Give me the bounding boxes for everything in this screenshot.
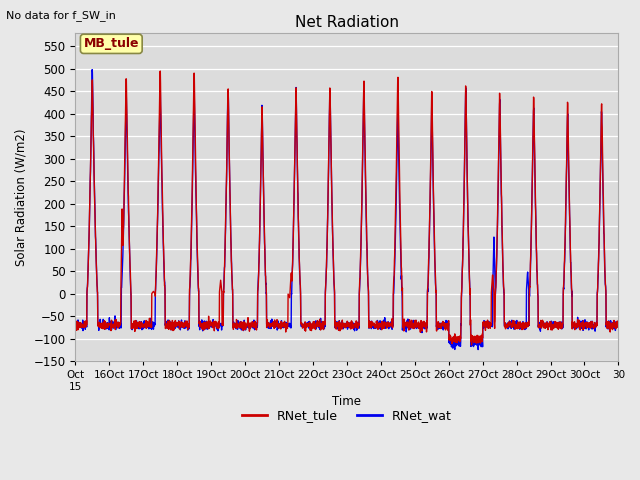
RNet_tule — [156, 68, 164, 74]
RNet_wat — [541, 322, 549, 327]
Legend: RNet_tule, RNet_wat: RNet_tule, RNet_wat — [237, 404, 457, 427]
RNet_tule — [614, 324, 622, 330]
RNet_wat — [607, 322, 615, 328]
RNet_wat — [243, 323, 251, 329]
RNet_wat — [474, 347, 482, 352]
Title: Net Radiation: Net Radiation — [295, 15, 399, 30]
RNet_tule — [607, 324, 615, 330]
Line: RNet_wat: RNet_wat — [76, 70, 618, 349]
Text: MB_tule: MB_tule — [84, 37, 139, 50]
RNet_wat — [614, 323, 622, 329]
RNet_wat — [72, 323, 79, 329]
RNet_tule — [380, 320, 387, 325]
RNet_tule — [511, 320, 518, 326]
RNet_wat — [511, 320, 518, 325]
Line: RNet_tule: RNet_tule — [76, 71, 618, 345]
RNet_wat — [88, 67, 96, 72]
Y-axis label: Solar Radiation (W/m2): Solar Radiation (W/m2) — [15, 128, 28, 265]
RNet_tule — [541, 325, 549, 331]
RNet_tule — [72, 319, 79, 324]
X-axis label: Time: Time — [332, 395, 362, 408]
RNet_wat — [380, 317, 387, 323]
RNet_wat — [126, 259, 134, 264]
Text: No data for f_SW_in: No data for f_SW_in — [6, 10, 116, 21]
RNet_tule — [243, 323, 251, 328]
RNet_tule — [126, 250, 134, 255]
RNet_tule — [468, 342, 476, 348]
